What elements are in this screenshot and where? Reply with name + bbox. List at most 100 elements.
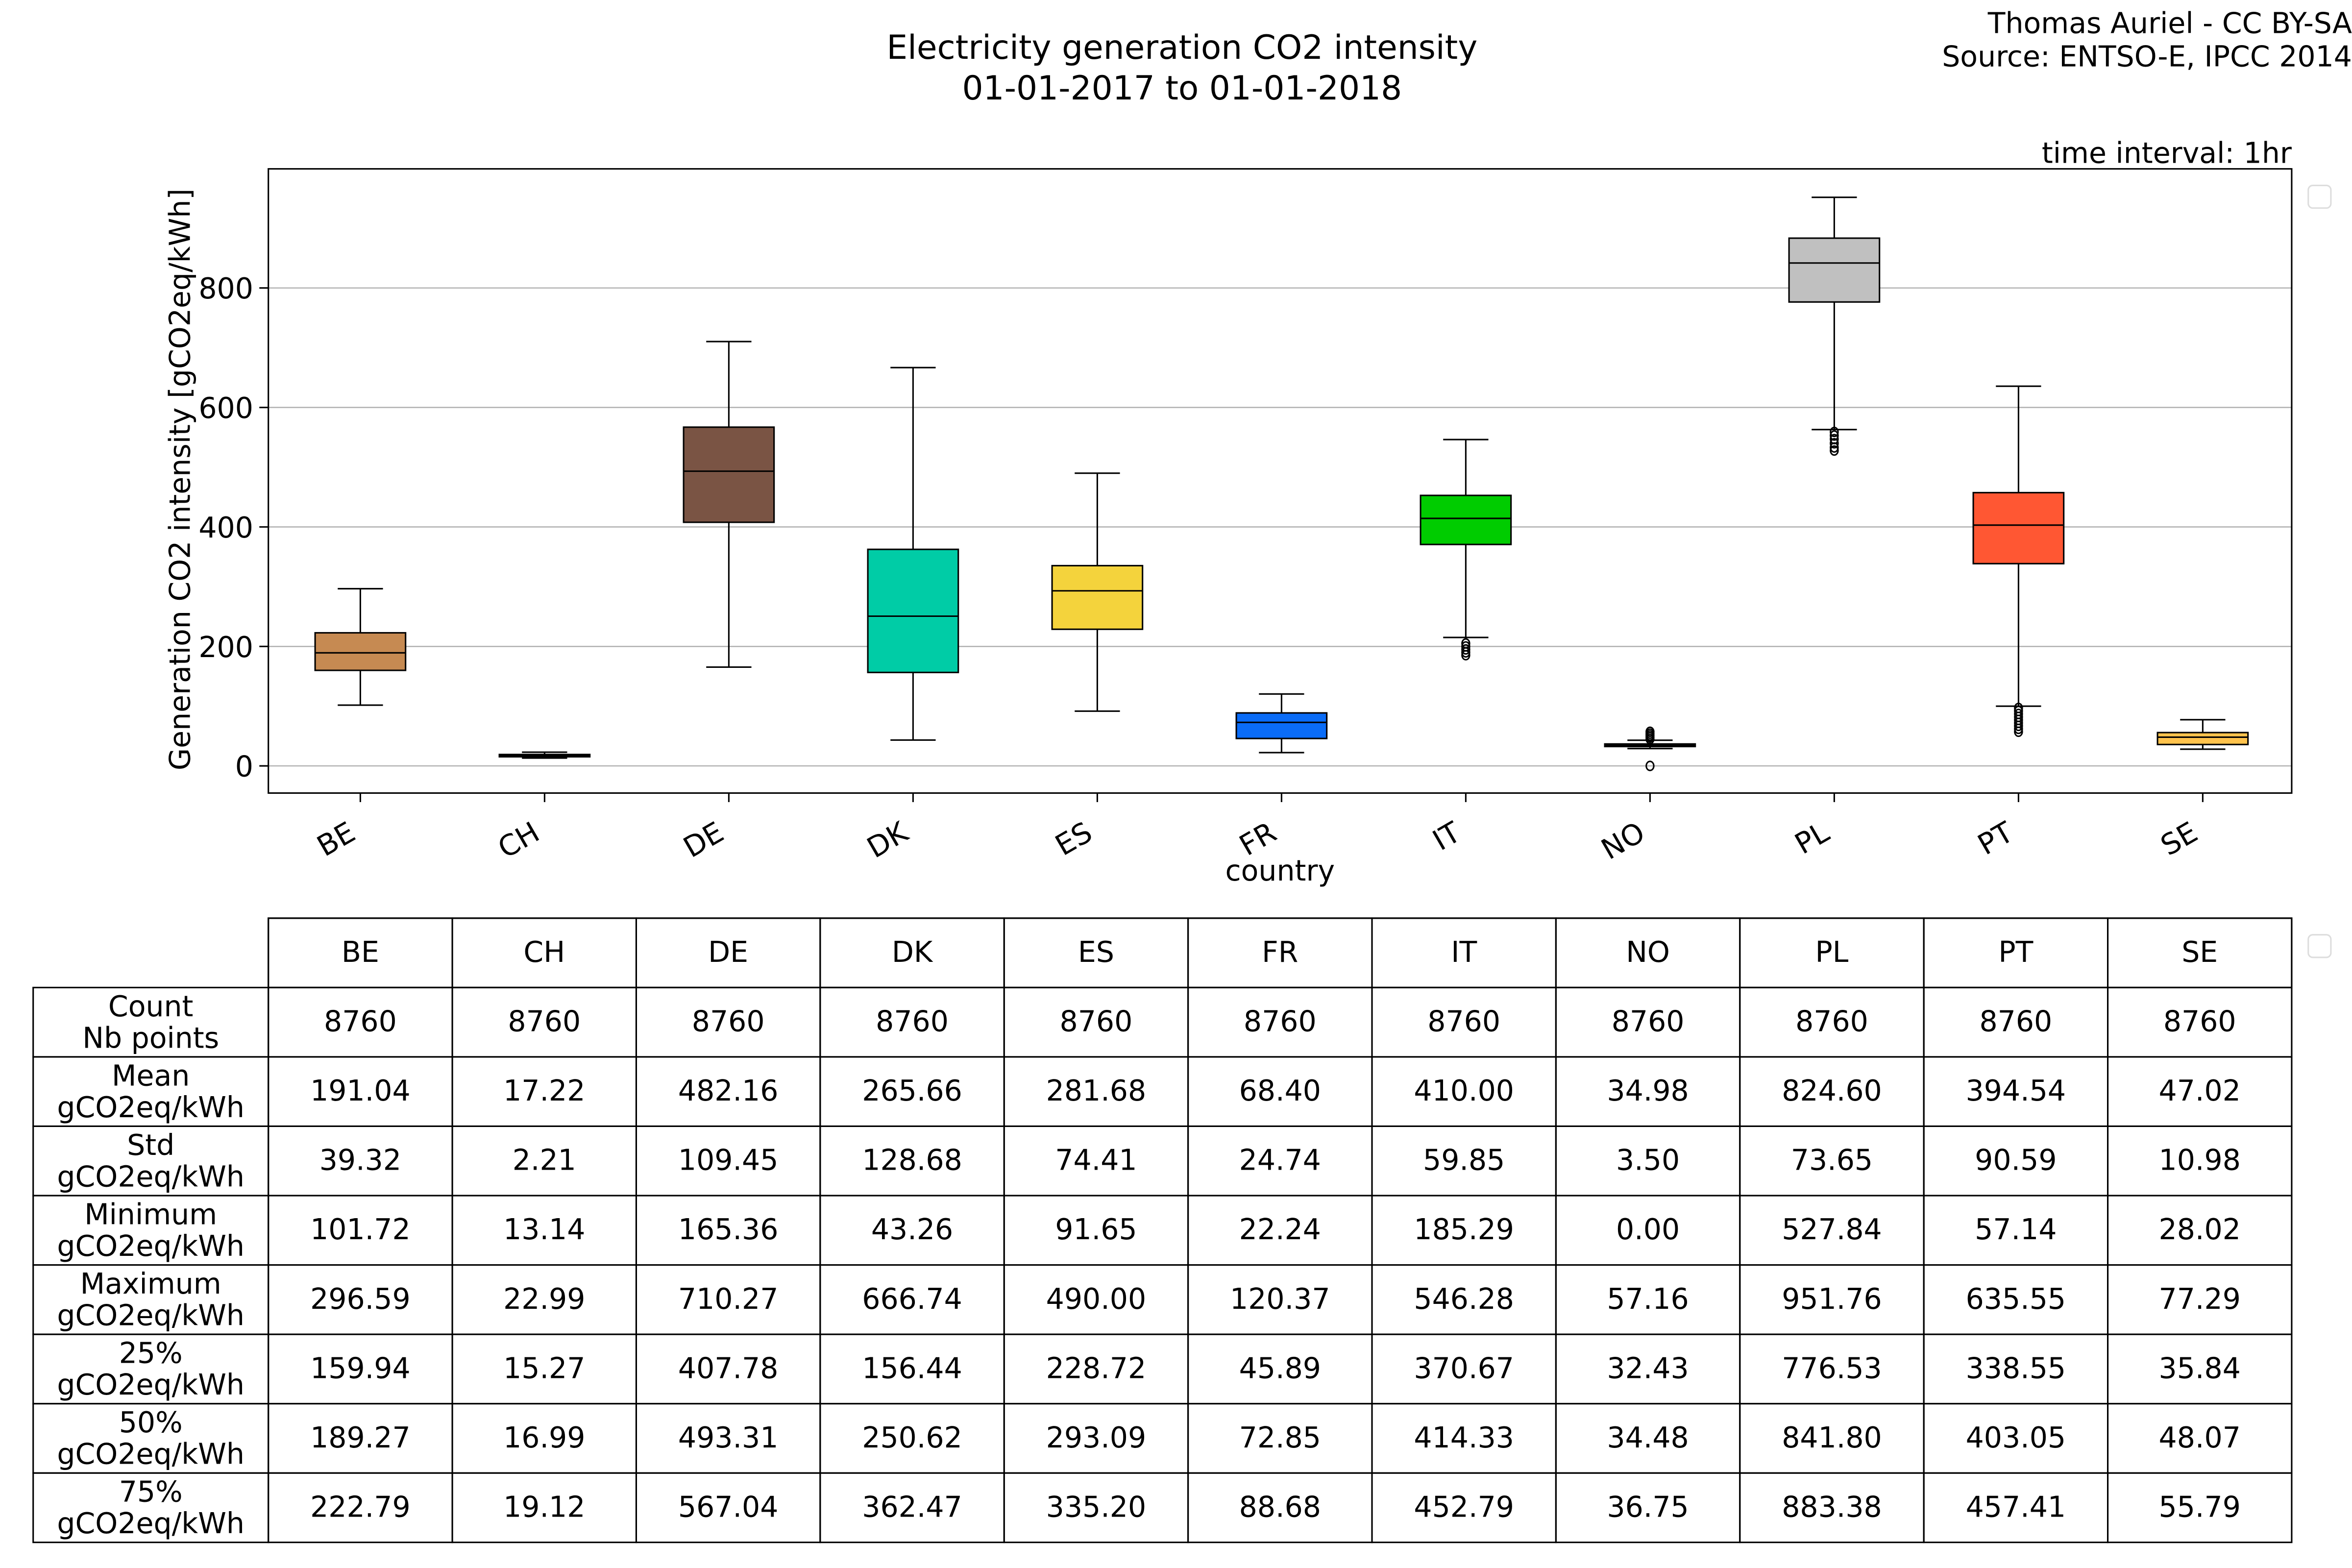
table-cell-value: 3.50 <box>1616 1144 1680 1177</box>
outlier-point <box>1461 644 1470 655</box>
box-pt <box>1972 385 2065 737</box>
iqr-box <box>867 548 959 673</box>
table-cell-value: 189.27 <box>310 1421 411 1454</box>
box-ch <box>498 751 591 759</box>
x-tick-label: IT <box>1427 815 1466 858</box>
table-cell-value: 128.68 <box>862 1144 962 1177</box>
table-cell-value: 265.66 <box>862 1074 962 1107</box>
table-cell-value: 824.60 <box>1782 1074 1882 1107</box>
table-cell-value: 39.32 <box>319 1144 401 1177</box>
table-cell-value: 8760 <box>1612 1005 1685 1038</box>
table-cell-value: 22.24 <box>1239 1213 1321 1246</box>
table-cell-value: 17.22 <box>503 1074 585 1107</box>
table-cell-value: 91.65 <box>1055 1213 1137 1246</box>
column-header-it: IT <box>1451 935 1477 969</box>
table-cell-value: 8760 <box>2163 1005 2236 1038</box>
table-cell-value: 77.29 <box>2159 1282 2241 1316</box>
outlier-point <box>1830 438 1839 449</box>
table-cell-value: 493.31 <box>678 1421 779 1454</box>
empty-legend-box <box>2307 184 2332 209</box>
column-header-es: ES <box>1078 935 1114 969</box>
table-header-row <box>268 917 2293 988</box>
table-cell-value: 8760 <box>1427 1005 1500 1038</box>
table-cell-value: 35.84 <box>2159 1351 2241 1385</box>
table-cell-value: 335.20 <box>1046 1490 1147 1523</box>
table-cell-value: 8760 <box>1795 1005 1868 1038</box>
table-cell-value: 710.27 <box>678 1282 779 1316</box>
table-cell-value: 281.68 <box>1046 1074 1147 1107</box>
row-label: Count <box>108 990 194 1023</box>
table-cell-value: 407.78 <box>678 1351 779 1385</box>
column-header-be: BE <box>342 935 379 969</box>
y-tick-label: 200 <box>198 631 253 664</box>
table-cell-value: 22.99 <box>503 1282 585 1316</box>
table-cell-value: 8760 <box>324 1005 397 1038</box>
table-cell-value: 90.59 <box>1975 1144 2057 1177</box>
table-cell-value: 951.76 <box>1782 1282 1882 1316</box>
chart-title-line2: 01-01-2017 to 01-01-2018 <box>962 69 1402 107</box>
table-cell-value: 34.98 <box>1607 1074 1689 1107</box>
iqr-box <box>1788 237 1881 303</box>
table-cell-value: 567.04 <box>678 1490 779 1523</box>
box-dk <box>867 367 959 741</box>
x-tick-label: NO <box>1596 815 1651 866</box>
outlier-point <box>1461 638 1470 649</box>
table-cell-value: 362.47 <box>862 1490 962 1523</box>
credit-source: Source: ENTSO-E, IPCC 2014 <box>1942 40 2352 73</box>
row-label: Mean <box>112 1059 190 1092</box>
outlier-point <box>1830 434 1839 444</box>
x-tick-label: PL <box>1789 815 1835 861</box>
table-cell-value: 59.85 <box>1423 1144 1505 1177</box>
table-cell-value: 32.43 <box>1607 1351 1689 1385</box>
x-tick-label: DE <box>678 815 729 864</box>
box-pl <box>1788 196 1881 456</box>
time-interval-label: time interval: 1hr <box>2042 136 2292 170</box>
iqr-box <box>1420 494 1512 545</box>
axes-frame <box>268 168 2293 794</box>
outlier-point <box>1830 426 1839 438</box>
table-cell-value: 55.79 <box>2159 1490 2241 1523</box>
outlier-point <box>1645 726 1655 737</box>
outlier-point <box>1830 430 1839 441</box>
column-header-pl: PL <box>1815 935 1849 969</box>
box-es <box>1051 472 1144 712</box>
table-cell-value: 883.38 <box>1782 1490 1882 1523</box>
row-unit: gCO2eq/kWh <box>57 1507 245 1540</box>
table-cell-value: 16.99 <box>503 1421 585 1454</box>
table-cell-value: 68.40 <box>1239 1074 1321 1107</box>
iqr-box <box>1235 712 1328 739</box>
table-cell-value: 48.07 <box>2159 1421 2241 1454</box>
table-cell-value: 457.41 <box>1966 1490 2066 1523</box>
table-cell-value: 19.12 <box>503 1490 585 1523</box>
table-cell-value: 165.36 <box>678 1213 779 1246</box>
table-cell-value: 13.14 <box>503 1213 585 1246</box>
table-cell-value: 43.26 <box>871 1213 953 1246</box>
table-cell-value: 414.33 <box>1414 1421 1514 1454</box>
y-axis-label: Generation CO2 intensity [gCO2eq/kWh] <box>164 189 197 770</box>
y-tick-label: 0 <box>235 750 253 784</box>
table-cell-value: 250.62 <box>862 1421 962 1454</box>
row-label: 50% <box>119 1406 183 1439</box>
column-header-se: SE <box>2181 935 2218 969</box>
outlier-point <box>1830 445 1839 456</box>
row-label: 75% <box>119 1475 183 1509</box>
column-header-pt: PT <box>1998 935 2033 969</box>
empty-legend-box-table <box>2307 934 2332 958</box>
table-cell-value: 10.98 <box>2159 1144 2241 1177</box>
table-cell-value: 0.00 <box>1616 1213 1680 1246</box>
table-cell-value: 159.94 <box>310 1351 411 1385</box>
table-cell-value: 28.02 <box>2159 1213 2241 1246</box>
table-cell-value: 370.67 <box>1414 1351 1514 1385</box>
table-cell-value: 45.89 <box>1239 1351 1321 1385</box>
outlier-point <box>1645 760 1655 771</box>
table-cell-value: 8760 <box>692 1005 765 1038</box>
table-cell-value: 490.00 <box>1046 1282 1147 1316</box>
y-tick-label: 400 <box>198 511 253 544</box>
credit-author: Thomas Auriel - CC BY-SA <box>1987 7 2352 40</box>
iqr-box <box>1972 491 2065 564</box>
table-cell-value: 57.16 <box>1607 1282 1689 1316</box>
box-se <box>2156 719 2249 750</box>
